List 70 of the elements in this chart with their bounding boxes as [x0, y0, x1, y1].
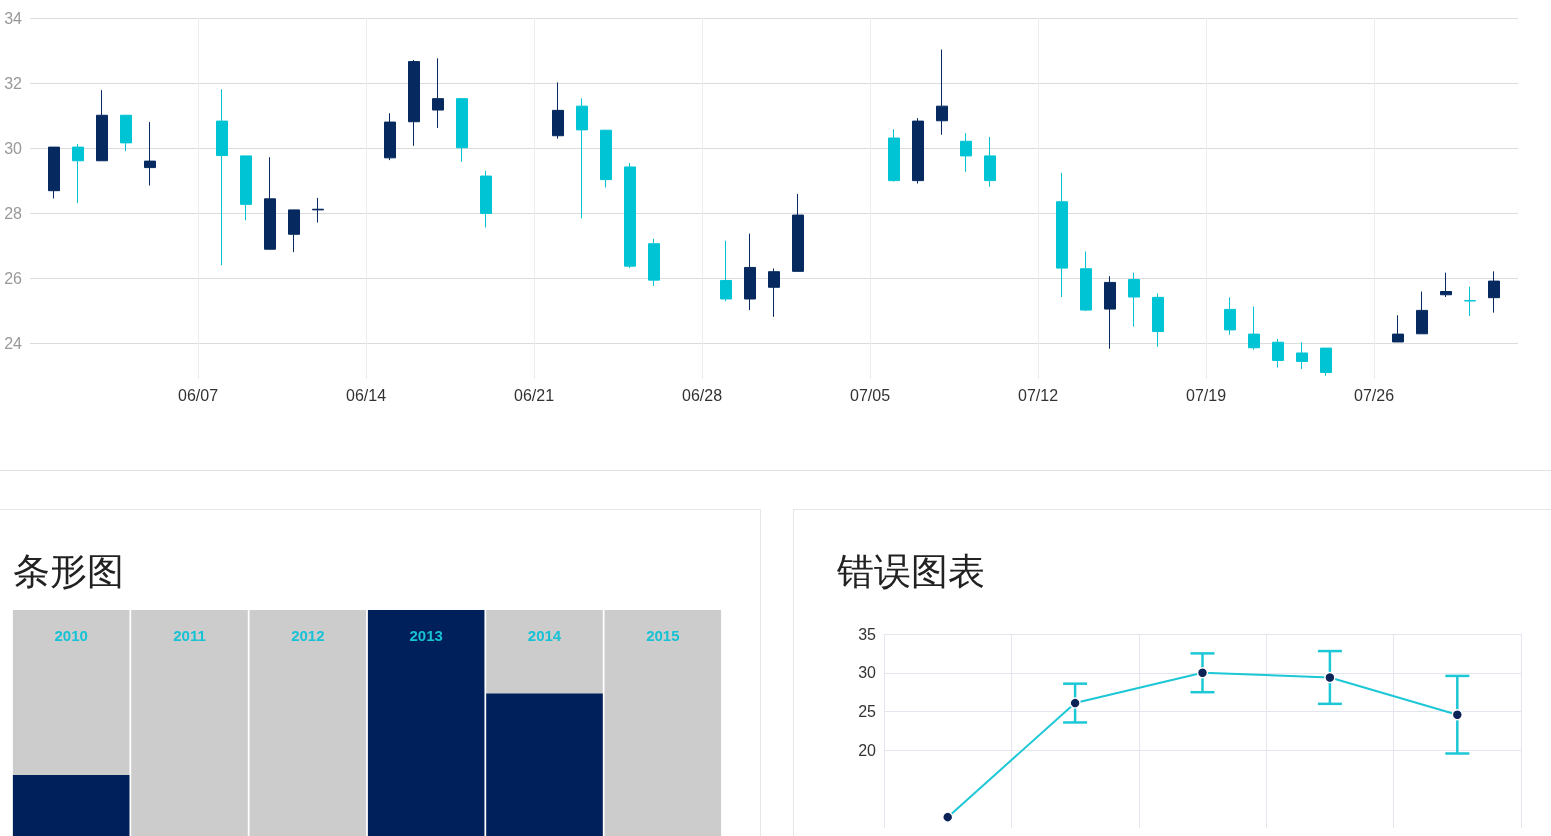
- y-tick-label: 35: [858, 625, 877, 643]
- candlestick: [648, 238, 660, 287]
- candlestick: [480, 170, 492, 228]
- candlestick: [1248, 305, 1260, 351]
- candlestick: [408, 59, 420, 147]
- candlestick: [456, 98, 468, 163]
- candlestick: [984, 136, 996, 188]
- candlestick: [1272, 338, 1284, 369]
- y-tick-label: 30: [858, 664, 877, 682]
- y-tick-label: 25: [858, 703, 877, 721]
- x-tick-label: 06/28: [681, 386, 723, 404]
- candlestick: [312, 197, 324, 224]
- candlestick: [1152, 292, 1164, 348]
- y-tick-label: 28: [4, 204, 23, 222]
- y-tick-label: 26: [4, 269, 23, 287]
- x-tick-label: 07/12: [1017, 386, 1059, 404]
- candlestick: [1464, 286, 1476, 317]
- candlestick: [1416, 291, 1428, 335]
- x-tick-label: 07/19: [1185, 386, 1227, 404]
- candlestick: [432, 57, 444, 129]
- x-tick-label: 2014: [527, 627, 562, 644]
- y-tick-label: 20: [858, 741, 877, 759]
- candlestick: [1056, 172, 1068, 298]
- x-tick-label: 06/07: [177, 386, 219, 404]
- x-tick-label: 2015: [646, 627, 680, 644]
- y-tick-label: 30: [4, 139, 23, 157]
- candlestick: [1440, 272, 1452, 298]
- x-tick-label: 06/21: [513, 386, 555, 404]
- x-tick-label: 07/05: [849, 386, 891, 404]
- candlestick: [96, 89, 108, 162]
- candlestick: [1104, 275, 1116, 350]
- x-tick-label: 07/26: [1353, 386, 1395, 404]
- candlestick: [576, 97, 588, 219]
- candlestick: [1224, 296, 1236, 336]
- candlestick: [216, 88, 228, 266]
- candlestick: [1296, 341, 1308, 370]
- y-tick-label: 34: [4, 9, 23, 27]
- candlestick: [600, 129, 612, 188]
- candlestick: [552, 81, 564, 140]
- candlestick: [120, 114, 132, 152]
- candlestick: [624, 162, 636, 269]
- candlestick: [48, 146, 60, 199]
- candlestick: [288, 209, 300, 253]
- candlestick: [72, 143, 84, 204]
- chart-title: 条形图: [13, 550, 124, 593]
- candlestick: [912, 117, 924, 185]
- candlestick: [744, 233, 756, 311]
- candlestick: [888, 128, 900, 183]
- candlestick: [240, 155, 252, 221]
- candlestick: [1320, 347, 1332, 377]
- chart-title: 错误图表: [836, 550, 985, 593]
- candlestick: [720, 240, 732, 302]
- candlestick: [1128, 272, 1140, 328]
- candlestick: [1392, 314, 1404, 343]
- candlestick: [936, 49, 948, 136]
- candlestick: [264, 156, 276, 250]
- y-tick-label: 32: [4, 74, 23, 92]
- x-tick-label: 06/14: [345, 386, 387, 404]
- candlestick: [768, 267, 780, 318]
- candlestick: [792, 193, 804, 272]
- candlestick: [1488, 270, 1500, 314]
- candlestick: [144, 121, 156, 186]
- x-tick-label: 2013: [409, 627, 443, 644]
- x-tick-label: 2010: [54, 627, 88, 644]
- x-tick-label: 2011: [173, 627, 206, 644]
- x-tick-label: 2012: [291, 627, 325, 644]
- y-tick-label: 24: [4, 334, 23, 352]
- candlestick: [384, 112, 396, 161]
- candlestick: [1080, 251, 1092, 312]
- candlestick: [960, 132, 972, 173]
